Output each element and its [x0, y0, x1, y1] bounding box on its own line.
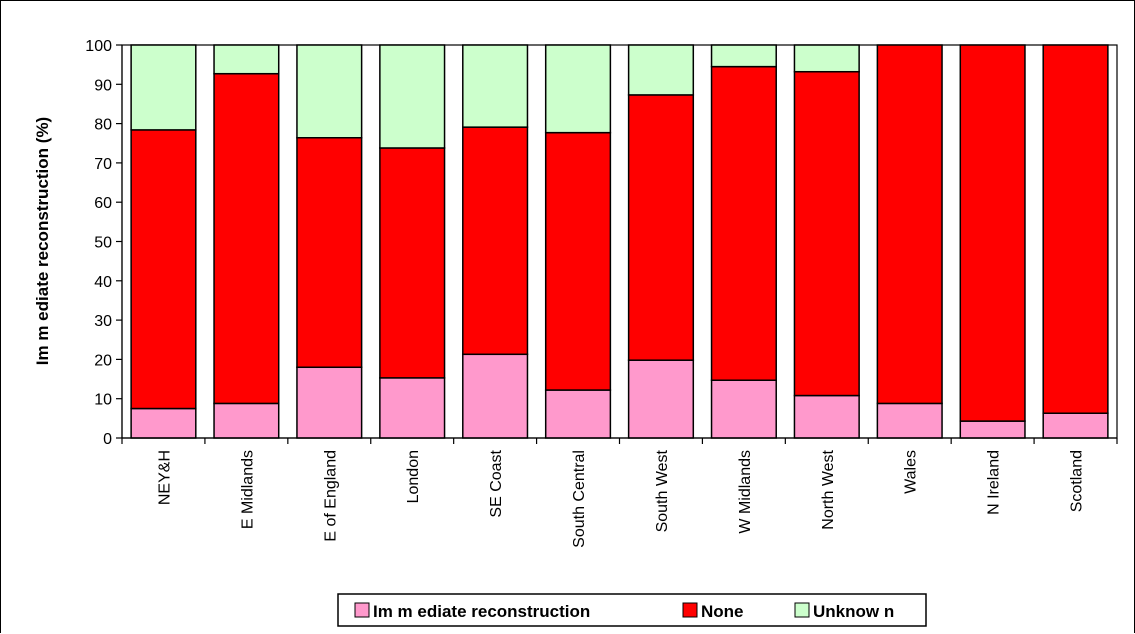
bar-segment — [627, 359, 695, 439]
bar-segment — [379, 147, 446, 379]
x-tick-label: South West — [654, 449, 671, 532]
bar-segment — [130, 407, 197, 439]
y-tick-label: 50 — [94, 235, 112, 252]
bar-segment — [544, 44, 612, 134]
legend-label-unknown: Unknow n — [813, 602, 894, 621]
x-tick-label: Wales — [903, 450, 920, 494]
plot-area — [121, 44, 1118, 439]
legend: Im m ediate reconstruction None Unknow n — [337, 593, 927, 627]
bar-segment — [462, 353, 529, 439]
bar-segment — [959, 44, 1026, 422]
bar-segment — [793, 44, 860, 73]
y-tick-label: 60 — [94, 195, 112, 212]
bar-segment — [793, 70, 860, 397]
x-axis: NEY&H E Midlands E of England London SE Coas… — [121, 437, 1118, 548]
bar-segment — [710, 44, 777, 68]
bar-segment — [959, 420, 1026, 439]
y-tick-label: 20 — [94, 352, 112, 369]
y-tick-label: 80 — [94, 117, 112, 134]
bar-segment — [1042, 44, 1109, 414]
legend-swatch-none — [682, 602, 698, 618]
y-tick-label: 70 — [94, 156, 112, 173]
bar-segment — [296, 366, 363, 439]
x-tick-label: E Midlands — [239, 450, 256, 529]
x-tick-label: SE Coast — [488, 449, 505, 517]
bar-segment — [213, 72, 280, 405]
x-tick-label: North West — [820, 449, 837, 529]
bar-segment — [710, 379, 777, 439]
y-tick-label: 0 — [103, 431, 112, 448]
bar-segment — [296, 44, 363, 139]
x-tick-label: N Ireland — [986, 450, 1003, 515]
y-tick-label: 30 — [94, 313, 112, 330]
plot-border — [121, 44, 1118, 439]
bar-segment — [213, 402, 280, 439]
bar-segment — [544, 131, 612, 391]
bar-segment — [793, 394, 860, 439]
y-axis-title: Im m ediate reconstruction (%) — [33, 117, 52, 365]
bar-segment — [462, 44, 529, 128]
bar-segment — [213, 44, 280, 75]
y-tick-label: 90 — [94, 77, 112, 94]
bar-segment — [876, 402, 943, 439]
legend-label-none: None — [701, 602, 744, 621]
bar-segment — [710, 65, 777, 381]
legend-swatch-unknown — [794, 602, 810, 618]
y-tick-label: 10 — [94, 392, 112, 409]
bar-segment — [379, 377, 446, 439]
legend-box — [337, 593, 927, 627]
bar-segment — [627, 44, 695, 96]
bar-segment — [627, 94, 695, 361]
bar-segment — [544, 389, 612, 439]
bar-segment — [1042, 412, 1109, 439]
bar-segment — [876, 44, 943, 405]
bar-segment — [130, 129, 197, 410]
x-tick-label: South Central — [571, 450, 588, 548]
x-tick-label: London — [405, 450, 422, 503]
x-tick-label: Scotland — [1069, 450, 1086, 512]
x-tick-label: NEY&H — [157, 450, 174, 505]
bar-segment — [296, 137, 363, 369]
y-tick-label: 40 — [94, 274, 112, 291]
bar-segment — [462, 126, 529, 356]
bar-segment — [379, 44, 446, 149]
legend-swatch-immediate — [354, 602, 370, 618]
y-axis: 0 10 20 30 40 50 60 70 80 90 100 — [85, 38, 123, 448]
bar-segment — [130, 44, 197, 131]
x-tick-label: W Midlands — [737, 450, 754, 534]
x-tick-label: E of England — [322, 450, 339, 542]
y-tick-label: 100 — [85, 38, 112, 55]
legend-label-immediate: Im m ediate reconstruction — [373, 602, 590, 621]
